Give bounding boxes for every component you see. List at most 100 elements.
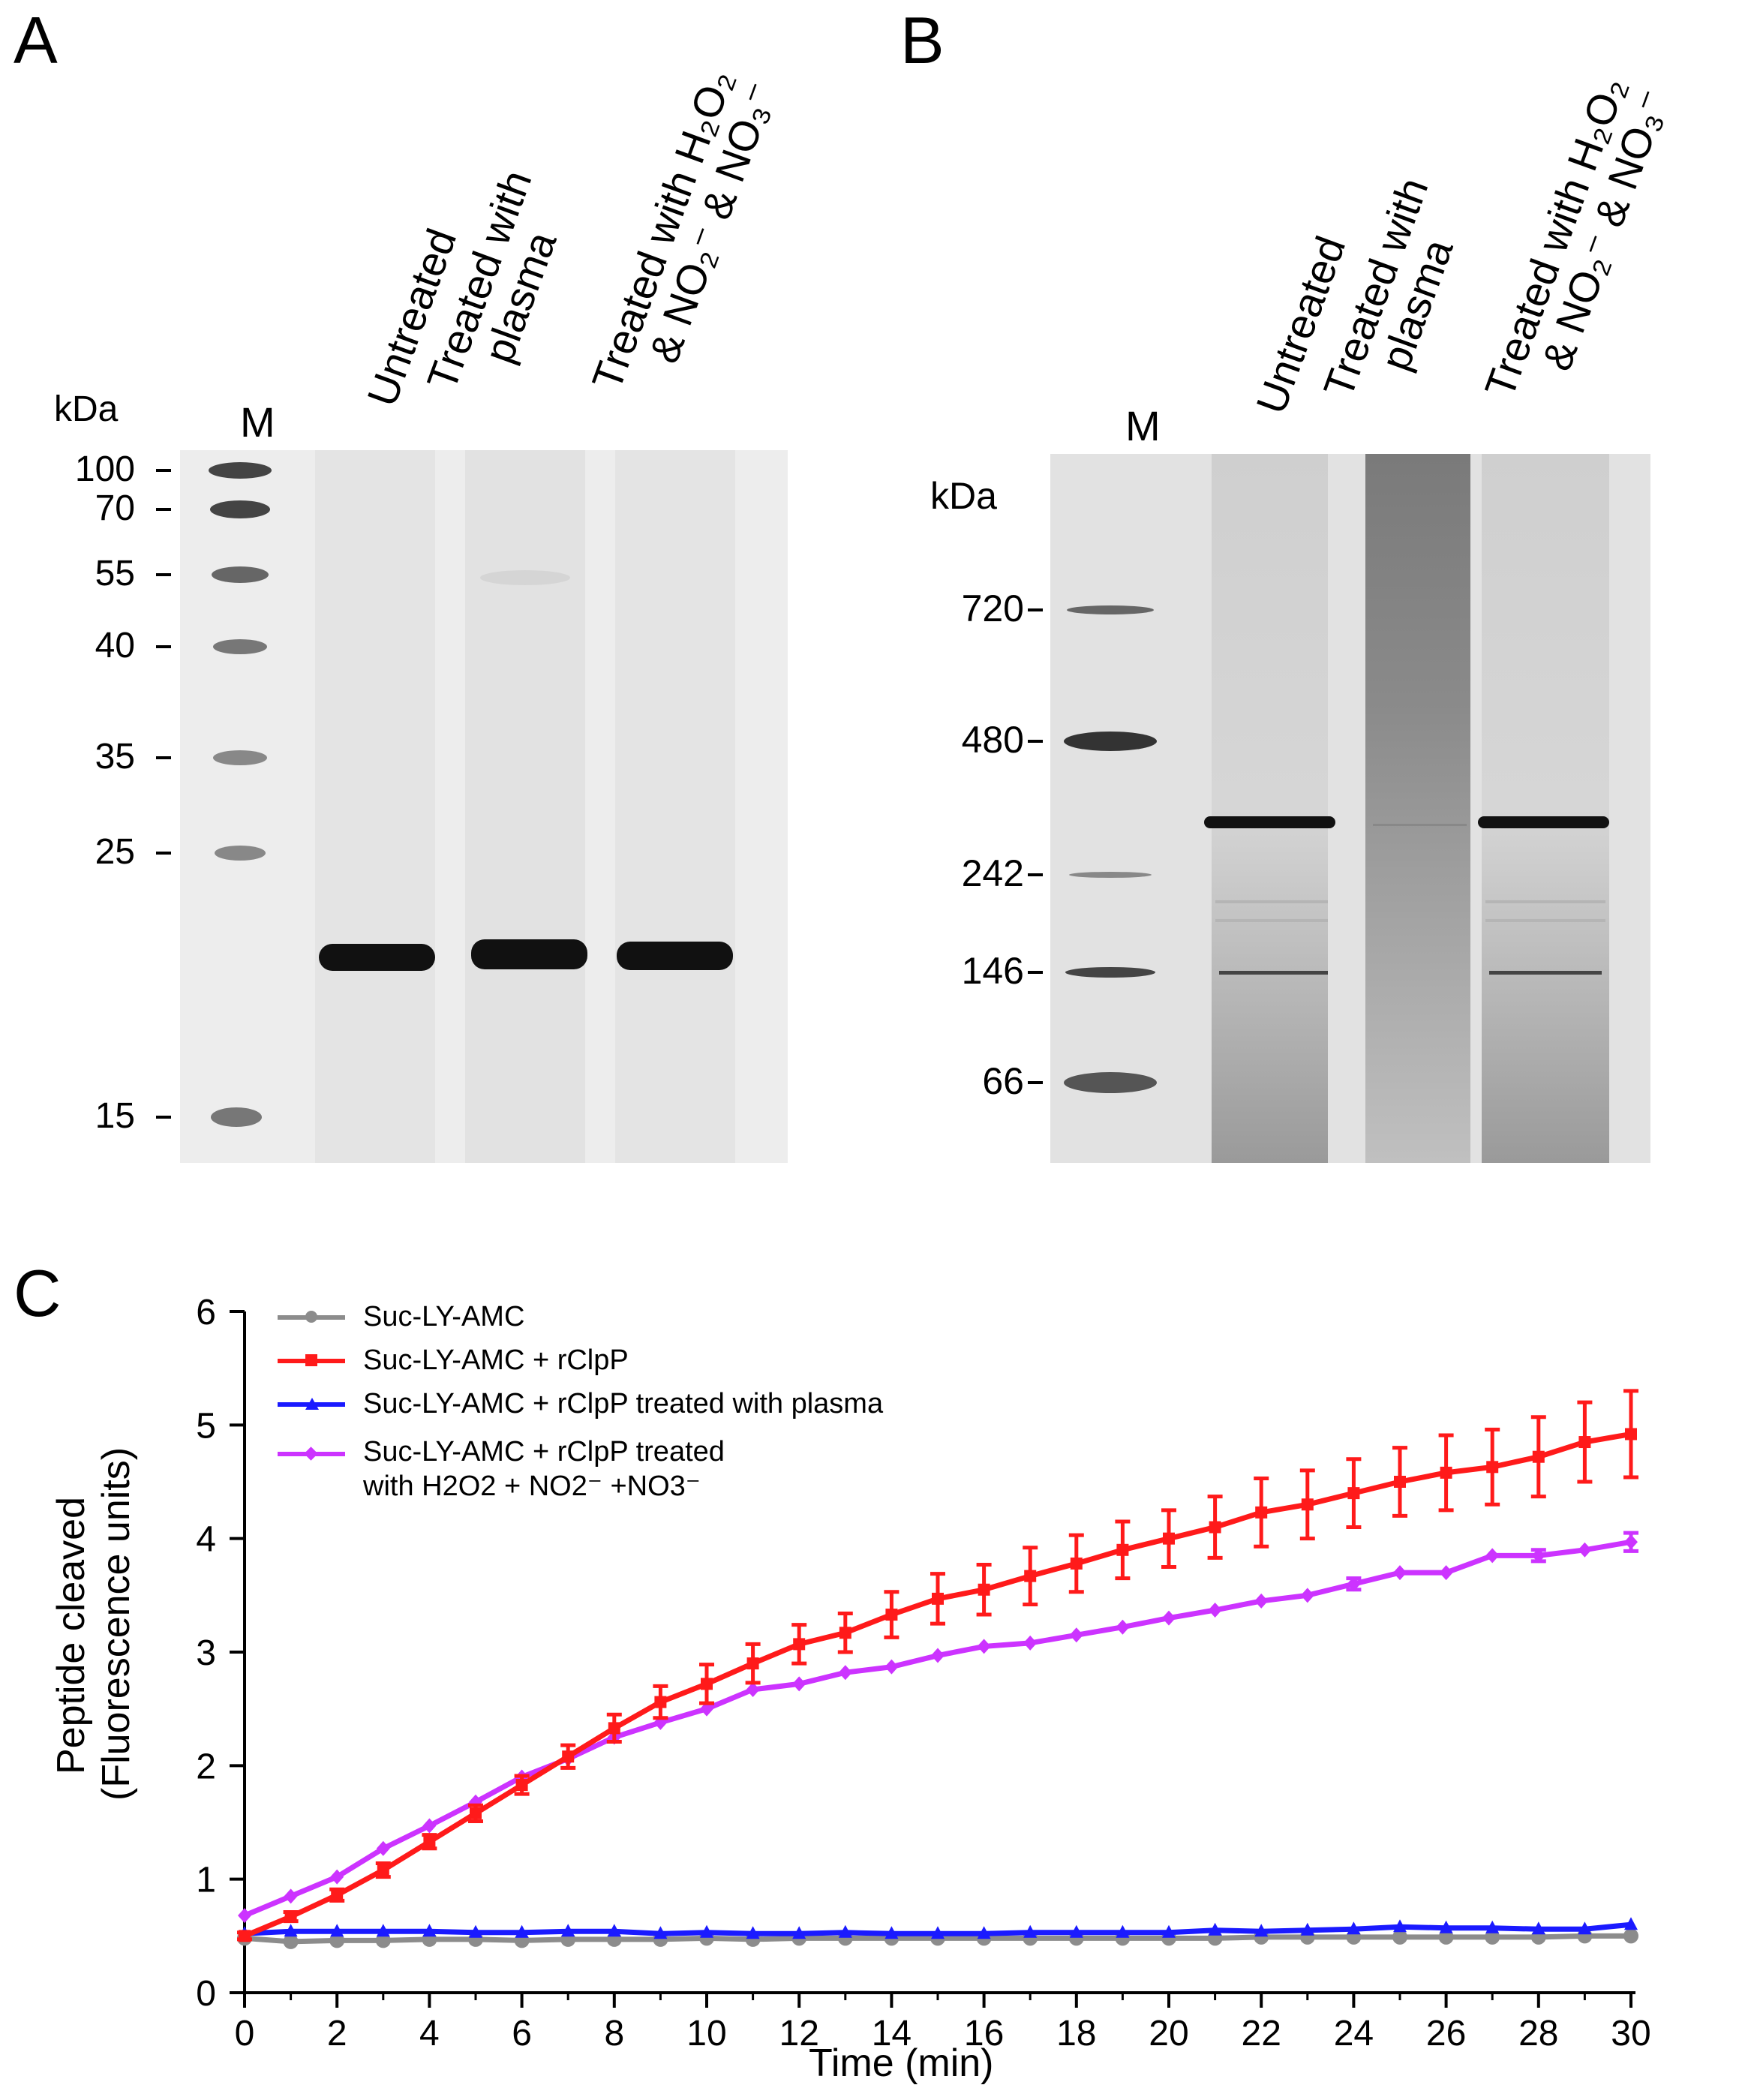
data-point <box>1578 1436 1591 1449</box>
x-tick-label: 24 <box>1334 2014 1374 2053</box>
data-point <box>701 1678 713 1690</box>
data-point <box>1393 1565 1407 1581</box>
data-point <box>562 1750 575 1763</box>
data-point <box>1624 1534 1638 1550</box>
data-point <box>1393 1919 1407 1933</box>
x-tick-label: 0 <box>235 2014 255 2053</box>
x-tick-label: 20 <box>1149 2014 1188 2053</box>
panel-a-mw-35: 35 <box>95 737 135 777</box>
legend-label: Suc-LY-AMC + rClpP <box>363 1344 629 1377</box>
x-tick-label: 2 <box>327 2014 347 2053</box>
data-point <box>1301 1498 1314 1511</box>
panel-a-mw-40: 40 <box>95 626 135 665</box>
legend-label: Suc-LY-AMC + rClpP treated with plasma <box>363 1388 884 1420</box>
data-point <box>1208 1603 1222 1618</box>
panel-a-mw-100: 100 <box>74 449 135 489</box>
legend-swatch-gray <box>278 1311 345 1323</box>
data-point <box>977 1639 991 1654</box>
x-tick-label: 4 <box>419 2014 440 2053</box>
panel-a-mw-70: 70 <box>95 488 135 528</box>
data-point <box>1070 1557 1083 1570</box>
data-point <box>1531 1548 1545 1564</box>
panel-b-marker-label: M <box>1125 402 1161 449</box>
data-point <box>422 1924 437 1937</box>
data-point <box>838 1924 852 1938</box>
data-point <box>607 1924 621 1937</box>
x-tick-label: 10 <box>686 2014 726 2053</box>
data-point <box>1069 1627 1083 1643</box>
legend-swatch-blue <box>278 1398 345 1410</box>
data-point <box>792 1926 806 1939</box>
data-point <box>839 1627 851 1639</box>
panel-b-letter: B <box>900 3 945 77</box>
data-point <box>238 1908 251 1924</box>
data-point <box>1162 1924 1176 1938</box>
panel-b-kda-label: kDa <box>930 475 997 517</box>
data-point <box>376 1924 390 1937</box>
data-point <box>1531 1921 1545 1935</box>
panel-b-mw-242: 242 <box>961 852 1024 894</box>
data-point <box>608 1722 620 1735</box>
data-point <box>1392 1929 1407 1945</box>
data-point <box>793 1638 806 1651</box>
data-point <box>1116 1543 1129 1556</box>
data-point <box>284 1924 298 1937</box>
x-tick-label: 6 <box>512 2014 532 2053</box>
data-point <box>283 1933 299 1949</box>
panel-b-lane-plasma: Treated with plasma <box>1314 172 1477 419</box>
data-point <box>654 1696 667 1708</box>
data-point <box>700 1924 713 1938</box>
data-point <box>239 1930 251 1942</box>
data-point <box>1300 1588 1314 1603</box>
data-point <box>1023 1635 1038 1651</box>
data-point <box>1623 1928 1638 1944</box>
legend-label-line2: with H2O2 + NO2⁻ +NO3⁻ <box>363 1470 701 1502</box>
data-point <box>1439 1920 1453 1933</box>
x-tick-label: 18 <box>1056 2014 1096 2053</box>
data-point <box>1208 1922 1222 1936</box>
x-tick-label: 12 <box>779 2014 819 2053</box>
data-point <box>885 1609 898 1621</box>
panel-c-letter: C <box>14 1256 62 1330</box>
legend-item: Suc-LY-AMC + rClpP treated with H2O2 + N… <box>278 1426 883 1504</box>
data-point <box>1069 1924 1083 1938</box>
data-point <box>1347 1487 1360 1500</box>
data-point <box>377 1864 389 1876</box>
legend-swatch-purple <box>278 1447 345 1461</box>
data-point <box>1255 1506 1268 1519</box>
x-tick-label: 14 <box>872 2014 912 2053</box>
panel-a-gel <box>156 450 788 1163</box>
data-point <box>838 1665 852 1681</box>
data-point <box>1394 1476 1406 1488</box>
data-point <box>470 1807 482 1819</box>
data-point <box>931 1926 945 1939</box>
data-point <box>1438 1929 1454 1945</box>
data-point <box>792 1676 806 1692</box>
panel-a-letter: A <box>14 3 58 77</box>
data-point <box>330 1924 344 1937</box>
data-point <box>1163 1532 1175 1545</box>
panel-a-mw-25: 25 <box>95 832 135 872</box>
panel-a-kda-label: kDa <box>54 389 119 429</box>
data-point <box>1624 1917 1638 1930</box>
data-point <box>330 1869 344 1885</box>
x-tick-label: 16 <box>964 2014 1004 2053</box>
y-tick-label: 2 <box>196 1747 216 1786</box>
legend-label-line1: Suc-LY-AMC + rClpP treated <box>363 1436 725 1468</box>
data-point <box>931 1648 945 1663</box>
data-point <box>746 1681 760 1697</box>
data-point <box>1023 1924 1038 1938</box>
panel-b-mw-146: 146 <box>961 950 1024 992</box>
legend-label: Suc-LY-AMC <box>363 1301 525 1333</box>
x-axis-title: Time (min) <box>809 2041 994 2085</box>
panel-a-marker-label: M <box>240 398 275 446</box>
data-point <box>700 1701 713 1717</box>
panel-a-mw-15: 15 <box>95 1096 135 1136</box>
data-point <box>1485 1929 1500 1945</box>
data-point <box>1532 1450 1545 1463</box>
x-tick-label: 22 <box>1242 2014 1281 2053</box>
data-point <box>1254 1593 1269 1609</box>
y-tick-label: 4 <box>196 1520 216 1560</box>
data-point <box>1209 1521 1221 1534</box>
x-tick-label: 30 <box>1611 2014 1650 2053</box>
